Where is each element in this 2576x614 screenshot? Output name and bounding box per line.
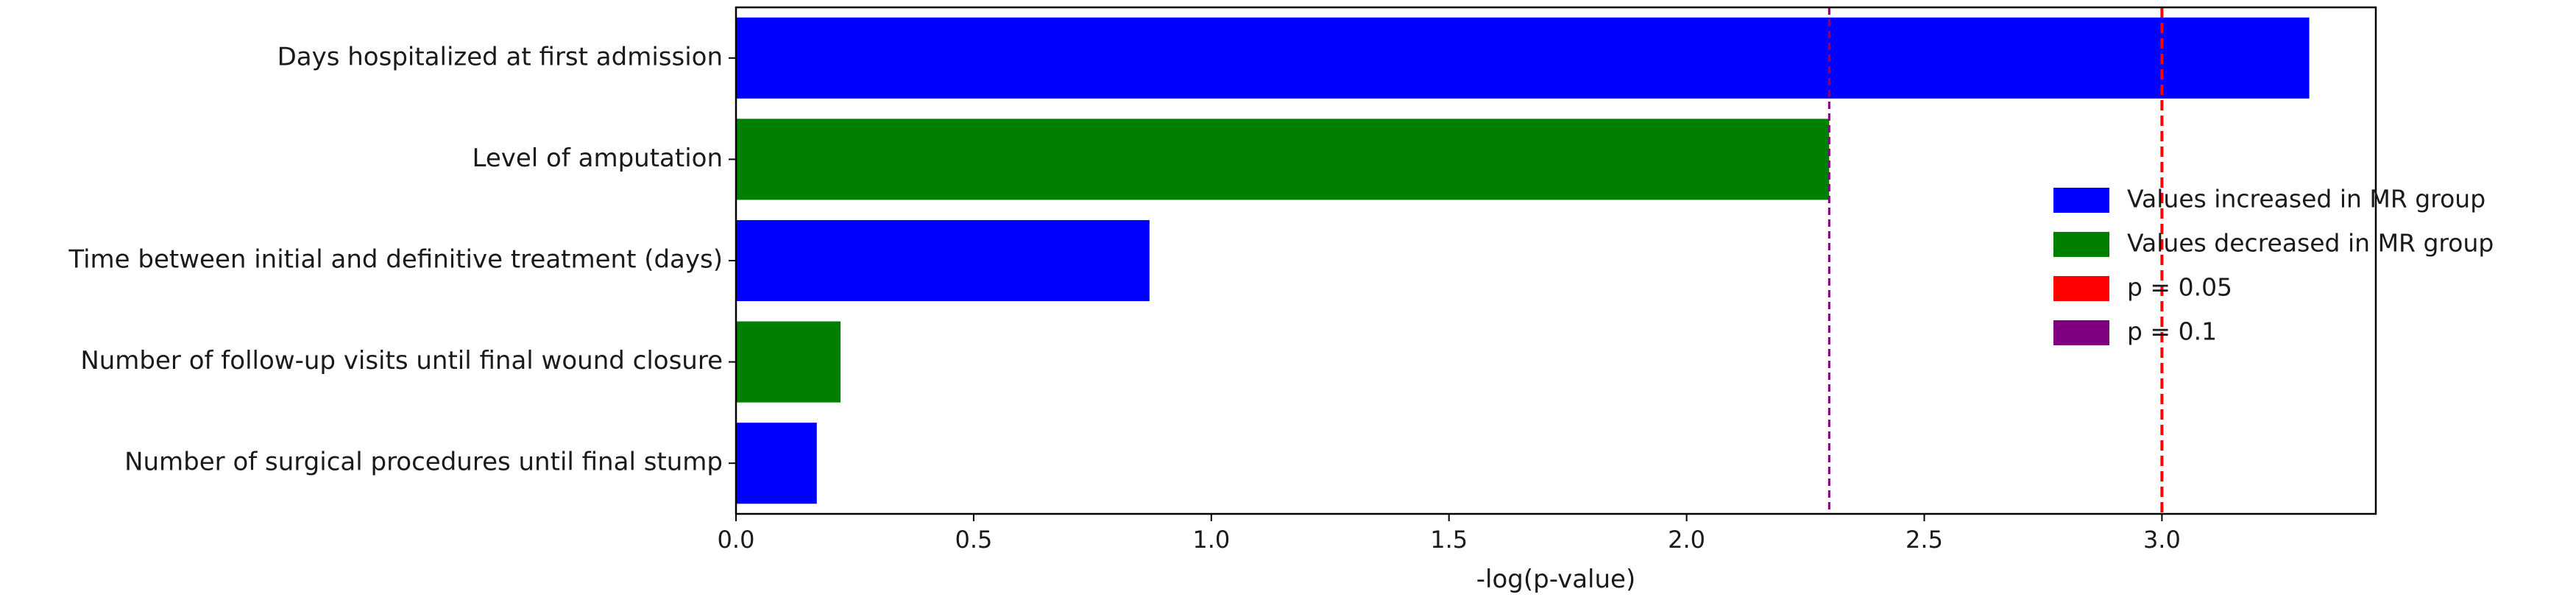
- x-axis-title: -log(p-value): [1476, 565, 1635, 594]
- legend-label: Values decreased in MR group: [2127, 229, 2494, 258]
- x-tick-label: 2.0: [1668, 526, 1705, 554]
- x-tick-label: 3.0: [2143, 526, 2181, 554]
- legend-swatch-values-decreased-in-mr-group: [2053, 232, 2109, 257]
- bar-number-of-follow-up-visits-until-final-wound-closure: [736, 321, 841, 403]
- bar-number-of-surgical-procedures-until-final-stump: [736, 423, 817, 504]
- y-tick-label: Time between initial and definitive trea…: [68, 245, 723, 275]
- y-tick-label: Number of follow-up visits until final w…: [80, 346, 723, 375]
- legend-label: p = 0.1: [2127, 317, 2217, 346]
- x-tick-label: 0.0: [718, 526, 755, 554]
- y-tick-label: Number of surgical procedures until fina…: [124, 448, 723, 477]
- y-tick-label: Level of amputation: [472, 144, 723, 173]
- x-tick-label: 1.0: [1192, 526, 1230, 554]
- legend-label: p = 0.05: [2127, 273, 2232, 302]
- x-tick-label: 2.5: [1906, 526, 1943, 554]
- x-tick-label: 0.5: [955, 526, 992, 554]
- bar-time-between-initial-and-definitive-treatment-days: [736, 219, 1150, 302]
- legend-swatch-p-0-1: [2053, 320, 2109, 345]
- legend-label: Values increased in MR group: [2127, 185, 2485, 214]
- bar-level-of-amputation: [736, 119, 1830, 200]
- legend-swatch-p-0-05: [2053, 276, 2109, 301]
- y-tick-label: Days hospitalized at first admission: [277, 42, 723, 71]
- bar-days-hospitalized-at-first-admission: [736, 17, 2310, 99]
- legend-swatch-values-increased-in-mr-group: [2053, 188, 2109, 213]
- x-tick-label: 1.5: [1430, 526, 1468, 554]
